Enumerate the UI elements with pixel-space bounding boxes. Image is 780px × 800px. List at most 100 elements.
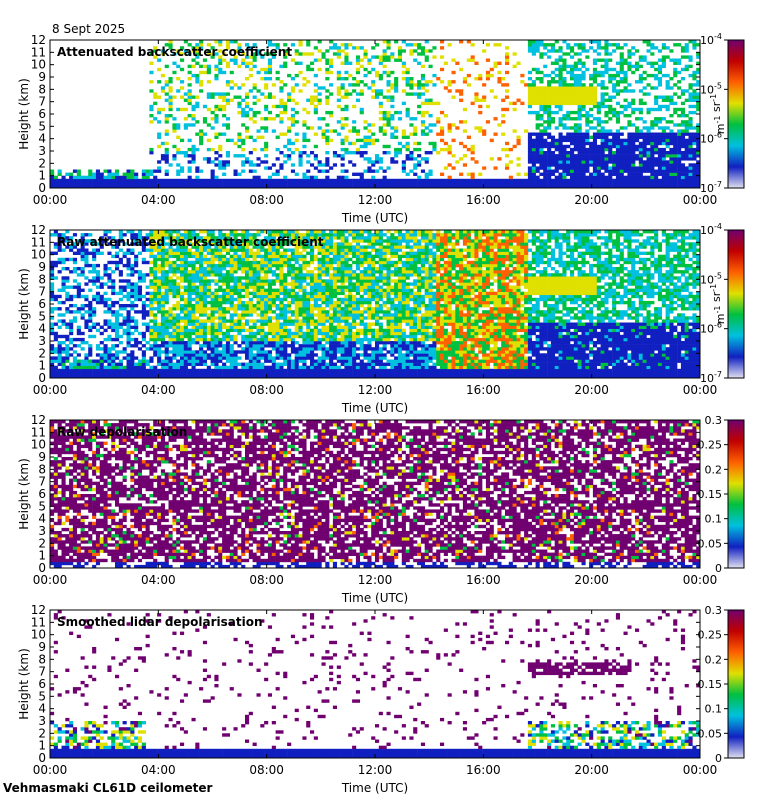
x-tick-label: 00:00 (683, 193, 718, 207)
y-tick-label: 11 (31, 235, 46, 249)
y-tick-label: 7 (38, 475, 46, 489)
colorbar-tick-label: 0.3 (705, 604, 723, 617)
y-tick-label: 1 (38, 549, 46, 563)
colorbar-tick-label: 0.2 (705, 463, 723, 476)
y-tick-label: 0 (38, 181, 46, 195)
y-tick-label: 3 (38, 334, 46, 348)
y-tick-label: 6 (38, 677, 46, 691)
x-tick-label: 12:00 (358, 383, 393, 397)
chart-title: Smoothed lidar depolarisation (57, 615, 263, 629)
y-tick-label: 10 (31, 58, 46, 72)
y-tick-label: 2 (38, 156, 46, 170)
colorbar-tick-label: 10-6 (700, 321, 722, 336)
x-tick-label: 04:00 (141, 573, 176, 587)
colorbar-tick-label: 0 (715, 752, 722, 765)
x-tick-label: 20:00 (574, 573, 609, 587)
y-tick-label: 8 (38, 82, 46, 96)
colorbar-tick-label: 10-6 (700, 131, 722, 146)
x-tick-label: 04:00 (141, 193, 176, 207)
y-tick-label: 3 (38, 524, 46, 538)
date-label: 8 Sept 2025 (52, 22, 126, 36)
y-tick-label: 2 (38, 346, 46, 360)
colorbar-tick-label: 0.05 (698, 537, 723, 550)
colorbar-tick-label: 0.3 (705, 414, 723, 427)
x-tick-label: 08:00 (249, 193, 284, 207)
y-tick-label: 7 (38, 285, 46, 299)
y-tick-label: 10 (31, 628, 46, 642)
colorbar-unit-label: m-1 sr-1 (709, 284, 727, 324)
chart-title: Attenuated backscatter coefficient (57, 45, 292, 59)
y-tick-label: 6 (38, 297, 46, 311)
heatmap-cells (50, 230, 701, 379)
y-tick-label: 1 (38, 359, 46, 373)
colorbar-unit-label: m-1 sr-1 (709, 94, 727, 134)
y-tick-label: 6 (38, 487, 46, 501)
x-axis-label: Time (UTC) (341, 591, 408, 605)
y-tick-label: 11 (31, 615, 46, 629)
y-tick-label: 5 (38, 119, 46, 133)
colorbar-tick-label: 10-7 (700, 180, 722, 195)
y-tick-label: 5 (38, 309, 46, 323)
y-tick-label: 3 (38, 714, 46, 728)
x-tick-label: 08:00 (249, 763, 284, 777)
x-tick-label: 00:00 (33, 573, 68, 587)
y-tick-label: 5 (38, 499, 46, 513)
y-tick-label: 8 (38, 462, 46, 476)
x-tick-label: 20:00 (574, 763, 609, 777)
colorbar-tick-label: 0.15 (698, 488, 723, 501)
colorbar: 10-7 10-6 10-5 10-4 m-1 sr-1 (700, 222, 745, 385)
x-tick-label: 04:00 (141, 763, 176, 777)
y-axis-label: Height (km) (17, 458, 31, 529)
x-tick-label: 00:00 (683, 763, 718, 777)
colorbar-tick-label: 10-5 (700, 81, 722, 96)
colorbar-tick-label: 10-7 (700, 370, 722, 385)
plot-area (50, 610, 700, 758)
y-axis-label: Height (km) (17, 648, 31, 719)
y-tick-label: 1 (38, 739, 46, 753)
colorbar: 0 0.05 0.1 0.15 0.2 0.25 0.3 (698, 414, 745, 575)
colorbar-tick-label: 0 (715, 562, 722, 575)
y-tick-label: 11 (31, 425, 46, 439)
x-tick-label: 00:00 (683, 573, 718, 587)
x-tick-label: 00:00 (683, 383, 718, 397)
x-tick-label: 16:00 (466, 383, 501, 397)
x-tick-label: 12:00 (358, 573, 393, 587)
instrument-label: Vehmasmaki CL61D ceilometer (3, 781, 213, 795)
colorbar-tick-label: 10-5 (700, 271, 722, 286)
colorbar-tick-label: 10-4 (700, 32, 722, 47)
y-tick-label: 9 (38, 640, 46, 654)
y-tick-label: 10 (31, 438, 46, 452)
y-tick-label: 12 (31, 223, 46, 237)
colorbar-tick-label: 0.25 (698, 439, 723, 452)
y-tick-label: 4 (38, 322, 46, 336)
y-tick-label: 9 (38, 260, 46, 274)
colorbar-tick-label: 10-4 (700, 222, 722, 237)
colorbar-tick-label: 0.1 (705, 703, 723, 716)
x-tick-label: 16:00 (466, 573, 501, 587)
y-tick-label: 5 (38, 689, 46, 703)
heatmap-cells (50, 420, 701, 569)
x-tick-label: 04:00 (141, 383, 176, 397)
y-axis-label: Height (km) (17, 268, 31, 339)
x-tick-label: 08:00 (249, 383, 284, 397)
x-axis-label: Time (UTC) (341, 211, 408, 225)
chart-title: Raw attenuated backscatter coefficient (57, 235, 324, 249)
x-tick-label: 16:00 (466, 193, 501, 207)
x-tick-label: 12:00 (358, 193, 393, 207)
chart-title: Raw depolarisation (57, 425, 187, 439)
colorbar-tick-label: 0.1 (705, 513, 723, 526)
y-tick-label: 6 (38, 107, 46, 121)
x-tick-label: 20:00 (574, 193, 609, 207)
x-axis-label: Time (UTC) (341, 781, 408, 795)
colorbar-tick-label: 0.25 (698, 629, 723, 642)
y-tick-label: 4 (38, 702, 46, 716)
y-tick-label: 0 (38, 751, 46, 765)
y-tick-label: 9 (38, 70, 46, 84)
y-tick-label: 12 (31, 603, 46, 617)
y-tick-label: 2 (38, 726, 46, 740)
y-tick-label: 4 (38, 132, 46, 146)
